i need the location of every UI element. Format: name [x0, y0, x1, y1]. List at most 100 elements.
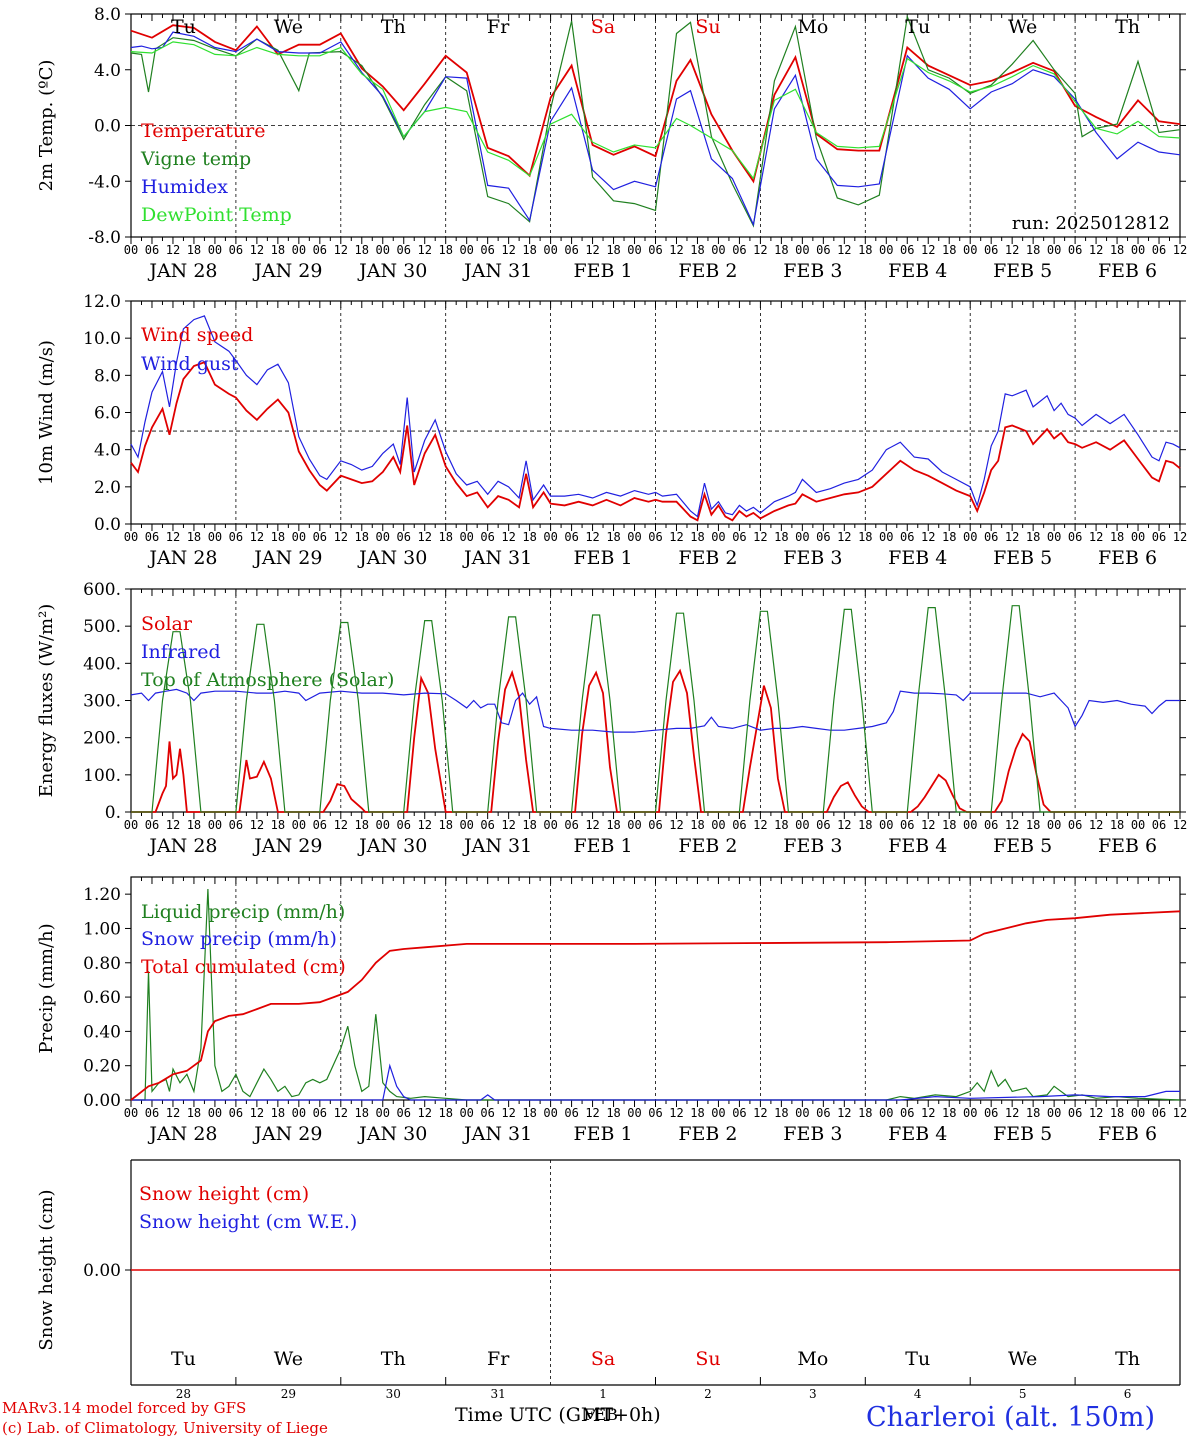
- y-tick-label: 0.00: [83, 1091, 121, 1111]
- hour-tick-label: 00: [376, 243, 390, 257]
- y-tick-label: 300.: [83, 692, 121, 712]
- day-name-top: We: [1008, 16, 1037, 38]
- hour-tick-label: 06: [732, 1106, 746, 1120]
- date-label: JAN 31: [462, 547, 532, 569]
- date-label: FEB 3: [783, 547, 842, 569]
- hour-tick-label: 00: [1047, 818, 1061, 832]
- day-name-top: Tu: [171, 16, 196, 38]
- hour-tick-label: 18: [690, 243, 704, 257]
- y-tick-label: 8.0: [94, 5, 121, 25]
- y-axis-label: 10m Wind (m/s): [36, 340, 57, 485]
- hour-tick-label: 18: [355, 818, 369, 832]
- hour-tick-label: 12: [753, 243, 767, 257]
- day-name-top: Th: [381, 16, 406, 38]
- hour-tick-label: 06: [816, 243, 830, 257]
- hour-tick-label: 18: [606, 818, 620, 832]
- date-label: FEB 4: [888, 547, 947, 569]
- hour-tick-label: 18: [522, 243, 536, 257]
- hour-tick-label: 00: [795, 818, 809, 832]
- hour-tick-label: 06: [984, 818, 998, 832]
- hour-tick-label: 00: [124, 243, 138, 257]
- hour-tick-label: 00: [879, 530, 893, 544]
- date-label: FEB 2: [678, 260, 737, 282]
- hour-tick-label: 12: [585, 243, 599, 257]
- date-label: FEB 6: [1098, 1123, 1157, 1145]
- hour-tick-label: 12: [501, 243, 515, 257]
- series-line-3-1: [131, 1063, 1180, 1101]
- hour-tick-label: 12: [1173, 818, 1187, 832]
- date-label: FEB 1: [573, 260, 632, 282]
- hour-tick-label: 06: [900, 818, 914, 832]
- hour-tick-label: 06: [984, 530, 998, 544]
- y-tick-label: 0.: [105, 803, 121, 823]
- date-label: FEB 6: [1098, 260, 1157, 282]
- legend-entry: Top of Atmosphere (Solar): [141, 669, 394, 691]
- date-label: FEB 2: [678, 1123, 737, 1145]
- hour-tick-label: 00: [543, 818, 557, 832]
- model-credit: MARv3.14 model forced by GFS: [2, 1399, 247, 1417]
- hour-tick-label: 18: [438, 530, 452, 544]
- hour-tick-label: 18: [606, 530, 620, 544]
- hour-tick-label: 06: [397, 530, 411, 544]
- day-name-top: Sa: [591, 16, 615, 38]
- y-tick-label: -4.0: [88, 172, 121, 192]
- date-label: JAN 28: [147, 260, 217, 282]
- panel-frame-2: [130, 588, 1181, 813]
- day-number: 30: [386, 1387, 401, 1401]
- date-label: JAN 30: [357, 1123, 427, 1145]
- hour-tick-label: 00: [627, 530, 641, 544]
- hour-tick-label: 06: [1152, 818, 1166, 832]
- hour-tick-label: 12: [417, 530, 431, 544]
- hour-tick-label: 18: [187, 243, 201, 257]
- hour-tick-label: 18: [1110, 1106, 1124, 1120]
- hour-tick-label: 18: [1026, 243, 1040, 257]
- hour-tick-label: 18: [355, 1106, 369, 1120]
- hour-tick-label: 06: [648, 530, 662, 544]
- hour-tick-label: 06: [480, 530, 494, 544]
- date-label: FEB 6: [1098, 547, 1157, 569]
- hour-tick-label: 00: [124, 1106, 138, 1120]
- day-number: 1: [599, 1387, 607, 1401]
- hour-tick-label: 00: [1047, 530, 1061, 544]
- y-tick-label: 0.20: [83, 1057, 121, 1077]
- y-tick-label: 0.00: [83, 1261, 121, 1281]
- hour-tick-label: 12: [1173, 243, 1187, 257]
- hour-tick-label: 18: [1110, 530, 1124, 544]
- hour-tick-label: 06: [229, 1106, 243, 1120]
- day-name-bottom: Mo: [797, 1348, 828, 1370]
- hour-tick-label: 18: [858, 1106, 872, 1120]
- day-name-bottom: Th: [1115, 1348, 1140, 1370]
- hour-tick-label: 18: [774, 1106, 788, 1120]
- hour-tick-label: 00: [292, 243, 306, 257]
- y-tick-label: 0.0: [94, 515, 121, 535]
- hour-tick-label: 12: [334, 530, 348, 544]
- date-label: JAN 29: [252, 547, 322, 569]
- date-label: FEB 4: [888, 260, 947, 282]
- hour-tick-label: 00: [627, 818, 641, 832]
- hour-tick-label: 06: [1068, 243, 1082, 257]
- hour-tick-label: 06: [397, 243, 411, 257]
- day-name-top: Su: [695, 16, 720, 38]
- hour-tick-label: 18: [522, 818, 536, 832]
- day-name-bottom: We: [274, 1348, 303, 1370]
- legend-entry: Liquid precip (mm/h): [141, 901, 345, 923]
- y-tick-label: 100.: [83, 766, 121, 786]
- hour-tick-label: 06: [1152, 530, 1166, 544]
- hour-tick-label: 06: [313, 243, 327, 257]
- hour-tick-label: 00: [459, 1106, 473, 1120]
- hour-tick-label: 12: [837, 530, 851, 544]
- series-line-3-2: [130, 910, 1181, 1101]
- series-line-0-2: [130, 31, 1181, 227]
- hour-tick-label: 00: [795, 530, 809, 544]
- hour-tick-label: 12: [1089, 530, 1103, 544]
- hour-tick-label: 06: [564, 530, 578, 544]
- hour-tick-label: 00: [1047, 243, 1061, 257]
- hour-tick-label: 12: [334, 818, 348, 832]
- date-label: JAN 29: [252, 1123, 322, 1145]
- series-line-0-3: [130, 41, 1181, 180]
- date-label: FEB 1: [573, 547, 632, 569]
- hour-tick-label: 18: [774, 530, 788, 544]
- hour-tick-label: 00: [963, 530, 977, 544]
- hour-tick-label: 00: [795, 1106, 809, 1120]
- hour-tick-label: 00: [208, 818, 222, 832]
